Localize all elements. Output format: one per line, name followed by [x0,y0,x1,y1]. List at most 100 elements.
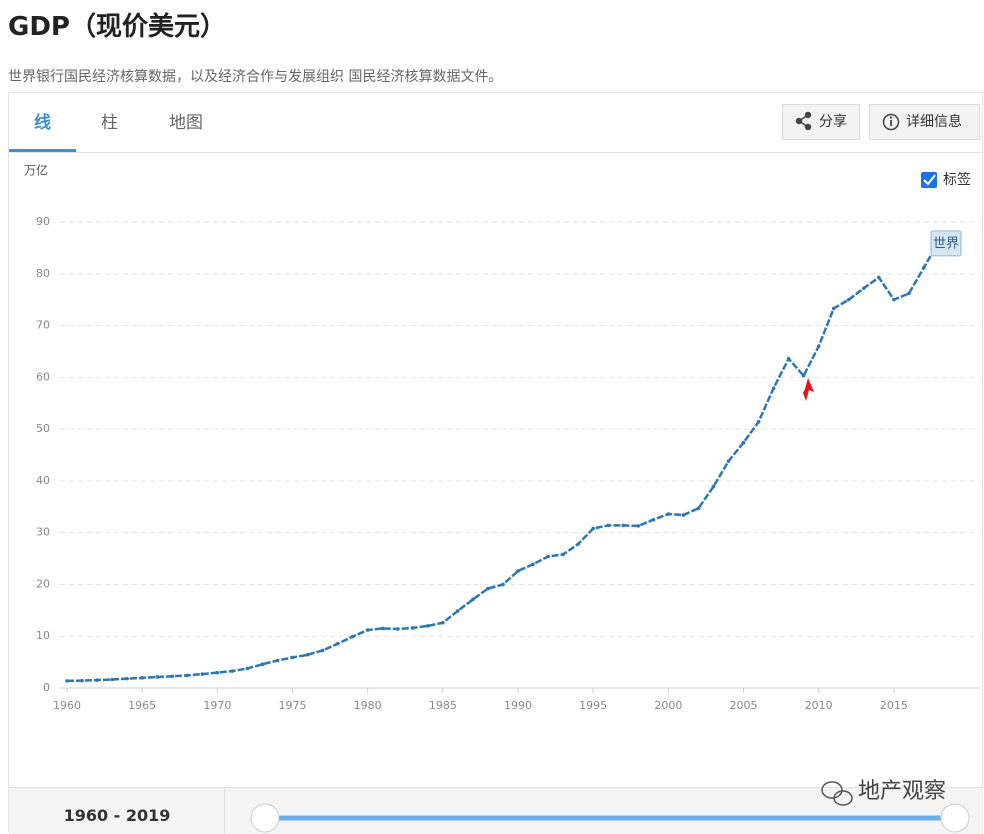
y-tick-label: 90 [36,215,50,228]
point [365,628,370,632]
y-tick-label: 70 [36,319,50,332]
share-icon [795,111,812,131]
point [395,627,400,631]
point [756,420,761,424]
point [290,655,295,660]
point [380,626,385,631]
point [741,440,746,445]
page-title: GDP（现价美元） [8,12,226,42]
point [801,373,806,378]
point [696,506,701,511]
point [350,634,355,639]
point [846,297,851,302]
x-tick-label: 1970 [203,699,231,712]
tab-underline [9,149,76,152]
point [711,484,716,489]
point [185,673,190,678]
point [877,275,881,280]
watermark-icon [821,781,853,806]
slider-handle[interactable] [250,803,280,833]
x-tick-label: 1985 [429,699,457,712]
x-tick-label: 1990 [504,699,532,712]
point [681,513,686,517]
point [471,597,475,602]
separator [224,788,225,833]
point [726,459,731,464]
watermark: 地产观察 [858,779,946,804]
point [501,582,505,587]
point [907,291,911,296]
y-tick-label: 50 [36,422,50,435]
checkbox[interactable] [921,172,937,188]
point [816,344,821,349]
point [576,542,580,546]
tab[interactable]: 地图 [169,113,203,133]
tab[interactable]: 柱 [101,113,118,133]
point [320,648,325,653]
share-button[interactable]: 分享 [782,104,860,140]
x-tick-label: 2015 [880,699,908,712]
point [170,674,175,679]
page-subtitle: 世界银行国民经济核算数据，以及经济合作与发展组织 国民经济核算数据文件。 [8,69,503,85]
tab-bar [9,93,983,153]
point [200,672,205,676]
x-tick-label: 2005 [730,699,758,712]
point [621,523,626,528]
x-tick-label: 2010 [805,699,833,712]
point [65,679,69,683]
range-bar [9,787,983,834]
checkbox-label: 标签 [943,171,971,188]
y-tick-label: 80 [36,267,50,280]
point [95,678,99,682]
y-tick-label: 20 [36,577,50,590]
y-tick-label: 30 [36,526,50,539]
point [110,677,114,682]
point [215,670,220,675]
point [245,666,250,671]
slider-handle[interactable] [940,803,970,833]
point [861,286,866,291]
point [140,676,144,680]
point [591,526,595,531]
x-tick-label: 1980 [354,699,382,712]
point [335,641,340,646]
point [516,569,520,573]
point [636,524,641,528]
point [486,586,490,591]
series-label-box [930,230,962,257]
point [922,265,926,270]
point [892,297,896,302]
point [155,675,160,679]
y-tick-label: 10 [36,629,50,642]
point [441,620,445,625]
range-label: 1960 - 2019 [63,806,171,825]
point [426,624,430,628]
point [831,306,836,311]
point [410,626,415,630]
point [125,676,129,681]
point [305,653,310,657]
tab[interactable]: 线 [34,113,51,133]
annotation-arrow [803,378,814,401]
point [80,678,84,683]
point [771,386,776,391]
details-button[interactable]: 详细信息 [869,104,980,140]
point [456,609,460,613]
point [606,523,611,528]
y-tick-label: 60 [36,370,50,383]
info-icon [882,113,900,131]
point [260,662,265,667]
point [651,517,656,522]
x-tick-label: 2000 [654,699,682,712]
x-tick-label: 1975 [279,699,307,712]
x-tick-label: 1965 [128,699,156,712]
point [230,669,235,673]
point [546,554,550,559]
y-tick-label: 0 [43,681,50,694]
point [786,356,791,361]
line [66,232,955,683]
y-tick-label: 40 [36,474,50,487]
x-tick-label: 1960 [53,699,81,712]
point [275,658,280,663]
